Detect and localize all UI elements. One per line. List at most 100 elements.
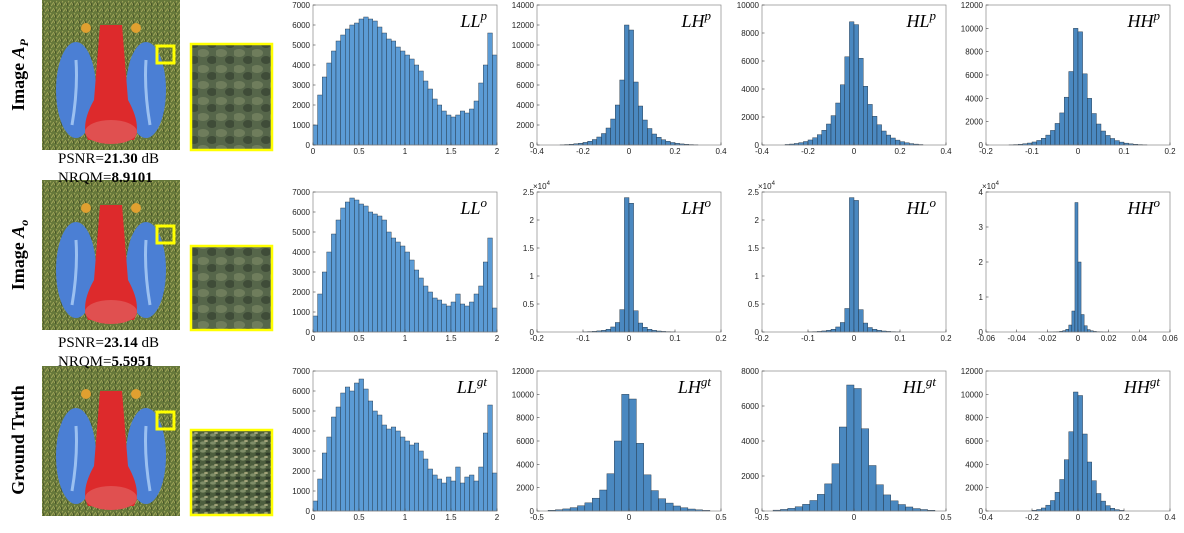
y-tick-label: 6000: [516, 437, 534, 446]
y-scale-base: ×10: [758, 182, 772, 191]
y-tick-label: 6000: [292, 208, 310, 217]
bar: [867, 327, 873, 333]
bar: [868, 465, 877, 512]
bar: [817, 134, 823, 146]
y-tick-label: 12000: [512, 21, 535, 30]
y-tick-label: 2000: [965, 118, 983, 127]
title-text: LL: [456, 377, 477, 397]
nrqm: NRQM=5.5951: [58, 354, 153, 370]
bar: [615, 104, 621, 146]
bar: [377, 26, 383, 146]
bar: [858, 309, 864, 333]
x-tick-label: 0: [311, 513, 316, 522]
bar: [386, 38, 392, 146]
bar: [492, 54, 498, 146]
y-tick-label: 0: [306, 507, 311, 516]
metric-value: 5.5951: [111, 354, 152, 370]
bar: [312, 500, 318, 512]
title-text: HL: [902, 377, 926, 397]
chart-title: LHp: [680, 8, 711, 31]
bar: [633, 310, 639, 333]
chart-title: LHgt: [677, 374, 712, 397]
bar: [1091, 480, 1097, 512]
y-tick-label: 5000: [292, 41, 310, 50]
bar: [853, 388, 862, 512]
bar: [628, 29, 634, 146]
bar: [400, 436, 406, 512]
bar: [596, 136, 602, 146]
image: [42, 180, 180, 330]
bar: [670, 142, 676, 146]
title-text: LL: [459, 198, 480, 218]
bar: [386, 231, 392, 333]
bar: [423, 80, 429, 146]
bar: [455, 466, 461, 512]
bar: [473, 480, 479, 512]
row-label-symbol: A: [8, 46, 28, 59]
chart-title: HHo: [1127, 195, 1161, 218]
bar: [400, 50, 406, 146]
bar: [354, 22, 360, 146]
bar: [650, 490, 659, 512]
metric-unit: dB: [138, 151, 159, 167]
bar: [418, 450, 424, 512]
y-tick-label: 2000: [516, 484, 534, 493]
bar: [592, 497, 600, 512]
bar: [599, 489, 608, 512]
row-label-symbol: A: [8, 226, 28, 239]
y-tick-label: 4000: [965, 460, 983, 469]
x-tick-label: -0.2: [801, 147, 815, 156]
y-tick-label: 0: [979, 141, 984, 150]
title-text: HL: [905, 11, 929, 31]
bar: [587, 140, 593, 146]
psnr: PSNR=23.14 dB: [58, 335, 159, 351]
bar: [340, 392, 346, 512]
bar: [899, 141, 905, 146]
bar: [661, 139, 667, 146]
chart-title: LLp: [459, 8, 487, 31]
bar: [469, 301, 475, 333]
x-tick-label: -0.5: [530, 513, 544, 522]
bar: [592, 139, 598, 146]
bar: [395, 430, 401, 512]
y-scale-exponent: 4: [772, 181, 776, 187]
bar: [363, 16, 369, 146]
bar: [821, 130, 827, 146]
y-tick-label: 0: [530, 141, 535, 150]
bar: [372, 20, 378, 146]
bar: [636, 443, 644, 512]
bar: [450, 301, 456, 333]
x-tick-label: 0.5: [940, 513, 952, 522]
bar: [840, 84, 846, 146]
y-tick-label: 2000: [292, 101, 310, 110]
bar: [642, 119, 648, 146]
y-tick-label: 2000: [516, 121, 534, 130]
bar: [340, 34, 346, 146]
title-superscript: o: [1154, 195, 1161, 210]
bar: [404, 54, 410, 146]
bar: [487, 404, 493, 512]
y-tick-label: 8000: [741, 367, 759, 376]
zoom-patch: [189, 42, 274, 152]
y-tick-label: 0: [979, 328, 984, 337]
metric-label: NRQM=: [58, 170, 111, 186]
bar: [455, 114, 461, 146]
bar: [1054, 492, 1060, 512]
x-tick-label: 0: [852, 147, 857, 156]
bar: [863, 85, 869, 146]
metric-value: 8.9101: [111, 170, 152, 186]
bar: [1114, 140, 1120, 146]
y-scale-factor: ×104: [758, 181, 776, 191]
bar: [642, 327, 648, 333]
y-tick-label: 2000: [741, 113, 759, 122]
bar: [432, 98, 438, 146]
bar: [418, 70, 424, 146]
x-tick-label: -0.2: [979, 147, 993, 156]
bar: [798, 142, 804, 146]
x-tick-label: -0.06: [977, 334, 996, 343]
bar: [322, 76, 328, 146]
bar: [633, 81, 639, 146]
bar: [349, 197, 355, 333]
bar: [1086, 461, 1092, 512]
bar: [441, 303, 447, 333]
